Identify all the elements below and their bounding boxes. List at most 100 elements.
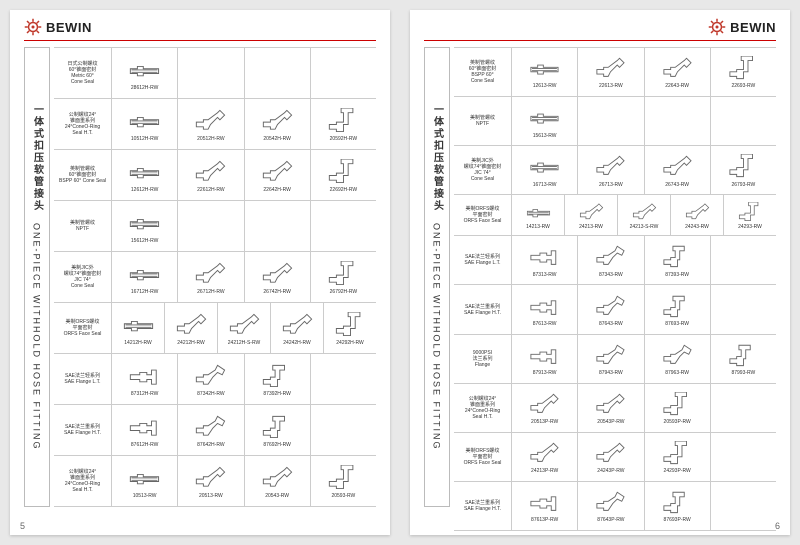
product-cell: 20513P-RW [512,384,578,432]
fitting-icon [182,159,239,185]
product-cell: 22642H-RW [245,150,311,200]
product-cell-empty: - [178,201,244,251]
product-cell-empty: - [711,97,776,145]
row-cells: 15612H-RW - - - [112,201,376,251]
fitting-icon [116,465,173,491]
product-thumb [113,361,176,390]
product-thumb [272,310,322,339]
product-row: 公制螺纹24°锥面重系列 24°ConeO-RingSeal H.T. 1051… [54,98,376,149]
product-row: SAE法兰重系列 SAE Flange H.T. 87612H-RW 87642… [54,404,376,455]
fitting-icon [249,363,306,389]
product-row: 美制管螺纹 NPTF 15612H-RW - - - [54,200,376,251]
product-cell: 24243P-RW [578,433,644,481]
product-thumb [513,440,576,468]
product-code: 87312H-RW [131,391,158,397]
product-row: SAE法兰轻系列 SAE Flange L.T. 87313-RW 87343-… [454,235,776,284]
product-code: 87613P-RW [531,517,558,523]
row-description: SAE法兰轻系列 SAE Flange L.T. [54,354,112,404]
product-code: 20512H-RW [197,136,224,142]
product-thumb [513,104,576,132]
product-thumb [113,310,163,339]
product-code: 26742H-RW [263,289,290,295]
catalog-page-right: BEWIN 一体式扣压软管接头 ONE-PIECE WITHHOLD HOSE … [410,10,790,535]
section-title-bar: 一体式扣压软管接头 ONE-PIECE WITHHOLD HOSE FITTIN… [424,47,450,507]
product-code: 28612H-RW [131,85,158,91]
row-cells: 14213-RW 24213-RW 24213-S-RW 24243-RW 24… [512,195,776,235]
product-cell: 24293P-RW [645,433,711,481]
product-cell: 87392H-RW [245,354,311,404]
product-cell: 20512H-RW [178,99,244,149]
product-cell: 16713-RW [512,146,578,194]
product-row: 美制ORFS螺纹平面密封 ORFS Face Seal 14213-RW 242… [454,194,776,235]
fitting-icon [116,312,161,338]
fitting-icon [675,202,720,222]
product-cell: 24242H-RW [271,303,324,353]
product-code: 87342H-RW [197,391,224,397]
product-row: 美制JIC外螺纹74°锥面密封 JIC 74°Cone Seal 16713-R… [454,145,776,194]
product-cell: 24212H-RW [165,303,218,353]
product-code: 26743-RW [665,182,689,188]
product-cell-empty: - [311,354,376,404]
product-code: 87643P-RW [597,517,624,523]
fitting-icon [582,56,639,81]
product-row: SAE法兰重系列 SAE Flange H.T. 87613P-RW 87643… [454,481,776,531]
product-cell: 24213-RW [565,195,618,235]
fitting-icon [715,56,772,81]
product-code: 26793-RW [731,182,755,188]
fitting-icon [222,312,267,338]
product-cell: 22612H-RW [178,150,244,200]
product-thumb [513,341,576,369]
row-description: 公制螺纹24°锥面重系列 24°ConeO-RingSeal H.T. [454,384,512,432]
fitting-icon [516,56,573,81]
product-cell: 14213-RW [512,195,565,235]
product-code: 87392H-RW [263,391,290,397]
fitting-icon [516,244,573,269]
product-cell-empty: - [711,482,776,530]
product-code: 14213-RW [526,224,550,230]
product-code: 20592H-RW [330,136,357,142]
product-thumb [113,463,176,492]
product-thumb [113,208,176,237]
product-code: 12613-RW [533,83,557,89]
product-thumb [579,153,642,181]
logo-bar: BEWIN [424,18,776,36]
product-code: 20593-RW [331,493,355,499]
row-description: 美制JIC外螺纹74°锥面密封 JIC 74°Cone Seal [454,146,512,194]
product-cell: 20543-RW [245,456,311,506]
product-cell: 26793-RW [711,146,776,194]
product-code: 20513P-RW [531,419,558,425]
product-thumb [579,390,642,418]
product-cell: 28612H-RW [112,48,178,98]
product-cell: 87613P-RW [512,482,578,530]
product-thumb [166,310,216,339]
product-cell: 24292H-RW [324,303,376,353]
product-code: 22612H-RW [197,187,224,193]
product-thumb [513,55,576,83]
product-cell: 14212H-RW [112,303,165,353]
product-thumb [579,292,642,320]
product-thumb [513,153,576,181]
fitting-icon [649,343,706,368]
product-row: 美制JIC外螺纹74°锥面密封 JIC 74°Cone Seal 16712H-… [54,251,376,302]
product-row: 美制ORFS螺纹平面密封 ORFS Face Seal 24213P-RW 24… [454,432,776,481]
product-thumb [513,390,576,418]
fitting-icon [116,261,173,287]
divider [424,40,776,41]
row-description: SAE法兰重系列 SAE Flange H.T. [54,405,112,455]
product-cell: 22692H-RW [311,150,376,200]
product-code: 24212H-S-RW [228,340,260,346]
row-cells: 24213P-RW 24243P-RW 24293P-RW - [512,433,776,481]
product-cell: 22643-RW [645,48,711,96]
product-row: 公制螺纹24°锥面重系列 24°ConeO-RingSeal H.T. 1051… [54,455,376,507]
product-row: SAE法兰轻系列 SAE Flange L.T. 87312H-RW 87342… [54,353,376,404]
fitting-icon [182,465,239,491]
fitting-icon [649,294,706,319]
fitting-icon [315,108,372,134]
fitting-icon [516,294,573,319]
row-description: 公制螺纹24°锥面重系列 24°ConeO-RingSeal H.T. [54,456,112,506]
product-cell: 87313-RW [512,236,578,284]
product-cell: 24293-RW [724,195,776,235]
product-code: 24243P-RW [597,468,624,474]
product-thumb [246,157,309,186]
product-cell: 20543P-RW [578,384,644,432]
